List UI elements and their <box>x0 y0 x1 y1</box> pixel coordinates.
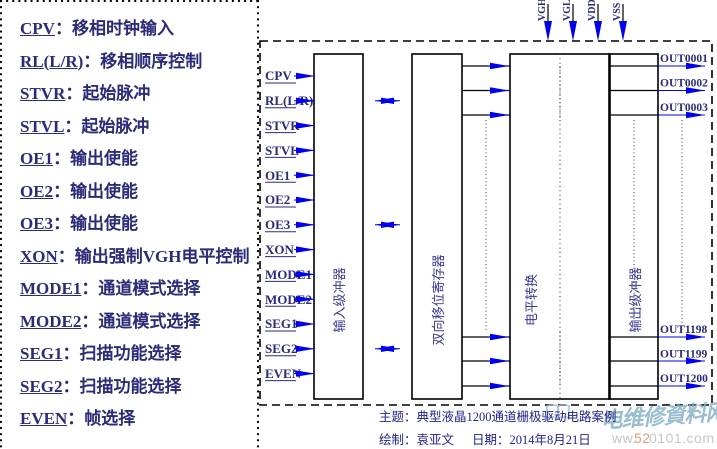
svg-text:日期：2014年8月21日: 日期：2014年8月21日 <box>472 433 591 447</box>
svg-text:VDD: VDD <box>587 0 598 21</box>
svg-text:ww.: ww. <box>611 430 637 446</box>
svg-text:VGH: VGH <box>537 0 548 21</box>
svg-text:OUT0002: OUT0002 <box>660 78 708 90</box>
svg-text:XON: XON <box>265 242 295 257</box>
svg-text:OE2: OE2 <box>265 192 290 207</box>
svg-text:输出级冲器: 输出级冲器 <box>628 267 643 332</box>
svg-text:VSS: VSS <box>612 2 623 21</box>
svg-text:CPV: CPV <box>265 68 292 83</box>
svg-text:电维修資料网: 电维修資料网 <box>600 399 717 433</box>
svg-text:OUT1200: OUT1200 <box>660 373 708 385</box>
svg-text:输入级冲器: 输入级冲器 <box>332 267 347 332</box>
svg-text:主题：典型液晶1200通道栅极驱动电路案例: 主题：典型液晶1200通道栅极驱动电路案例 <box>379 409 617 424</box>
svg-text:电平转换: 电平转换 <box>524 274 539 326</box>
svg-text:OE3: OE3 <box>265 217 291 232</box>
svg-text:0101.com: 0101.com <box>649 430 714 446</box>
svg-text:OUT0003: OUT0003 <box>660 102 708 114</box>
svg-text:OE1: OE1 <box>265 168 290 183</box>
svg-text:OUT1199: OUT1199 <box>660 349 708 361</box>
svg-text:OUT1198: OUT1198 <box>660 324 708 336</box>
svg-text:VGL: VGL <box>562 0 573 21</box>
svg-text:SEG1: SEG1 <box>265 316 298 331</box>
svg-text:OUT0001: OUT0001 <box>660 53 708 65</box>
svg-text:SEG2: SEG2 <box>265 341 298 356</box>
svg-text:绘制：袁亚文: 绘制：袁亚文 <box>379 432 455 447</box>
svg-text:双向移位寄存器: 双向移位寄存器 <box>431 254 446 345</box>
